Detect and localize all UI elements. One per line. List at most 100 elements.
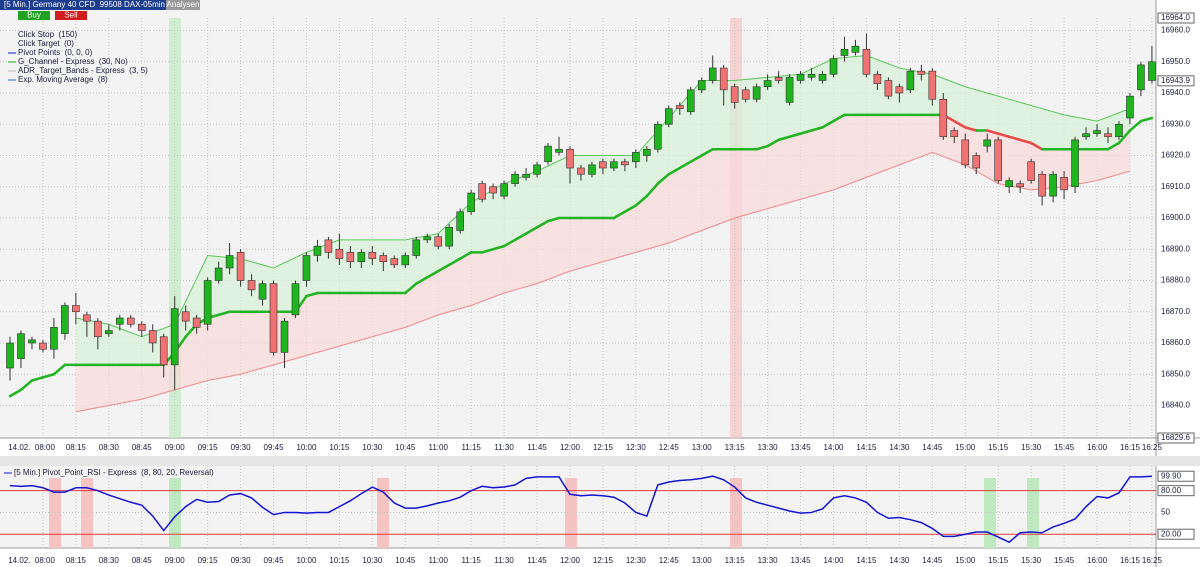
candle-body [697, 80, 706, 91]
candle-body [1071, 139, 1079, 188]
x-tick-label: 12:15 [593, 556, 614, 565]
candle-body [203, 280, 212, 325]
candle-body [434, 236, 443, 247]
buy-button[interactable] [18, 11, 50, 20]
candle-body [818, 73, 827, 81]
candle-body [6, 342, 14, 369]
candle-body [105, 330, 113, 334]
channel-segment [513, 232, 528, 242]
candle-body [675, 105, 684, 109]
legend-entry: Click Stop (150) [18, 30, 77, 39]
candle-body [1115, 123, 1123, 138]
candle-body [291, 283, 300, 316]
channel-segment [1106, 141, 1121, 151]
candle-body [654, 123, 662, 150]
channel-segment [1117, 129, 1132, 145]
candle-body [72, 305, 80, 313]
sell-button[interactable] [55, 11, 87, 20]
x-tick-label: 09:15 [198, 443, 219, 452]
candle-body [840, 48, 849, 56]
x-tick-label: 15:15 [988, 443, 1009, 452]
x-tick-label: 11:15 [461, 443, 481, 452]
x-tick-label: 13:00 [692, 443, 713, 452]
candle-body [1049, 173, 1057, 197]
candle-body [214, 267, 223, 281]
candle-body [489, 186, 497, 194]
channel-segment [30, 376, 45, 382]
x-tick-label: 08:30 [99, 556, 120, 565]
x-tick-label: 11:00 [429, 556, 449, 565]
x-tick-label: 11:15 [461, 556, 481, 565]
candle-body [884, 80, 893, 97]
x-tick-label: 15:00 [955, 556, 976, 565]
channel-segment [656, 173, 671, 185]
channel-segment [425, 269, 440, 279]
sell-label[interactable]: Sell [64, 11, 78, 20]
x-tick-label: 09:15 [198, 556, 219, 565]
buy-label[interactable]: Buy [27, 11, 41, 20]
candle-body [588, 164, 596, 175]
channel-segment [1007, 135, 1022, 142]
candle-body [643, 148, 651, 156]
y-tick-label: 16850.0 [1161, 369, 1190, 378]
x-tick-label: 12:15 [593, 443, 614, 452]
channel-segment [700, 148, 714, 157]
channel-segment [832, 113, 846, 123]
candle-body [324, 239, 333, 253]
y-tick-label: 80.00 [1161, 486, 1182, 495]
x-tick-label: 08:45 [132, 443, 153, 452]
candle-body [192, 317, 201, 328]
candle-body [862, 48, 871, 75]
channel-segment [436, 263, 451, 273]
candle-body [1016, 183, 1024, 188]
channel-segment [1018, 138, 1033, 145]
last-value-label: 16943.9 [1161, 76, 1190, 85]
legend-entry: Pivot Points (0, 0, 0) [18, 48, 93, 57]
x-tick-label: 14:30 [889, 556, 910, 565]
x-tick-label: 16:25 [1142, 443, 1163, 452]
x-tick-label: 10:30 [362, 443, 383, 452]
candle-body [412, 239, 421, 256]
analysen-button[interactable] [166, 0, 200, 10]
candle-body [17, 333, 25, 359]
y-tick-label: 16890.0 [1161, 244, 1190, 253]
tick-box [1157, 528, 1195, 540]
candle-body [983, 139, 992, 147]
candle-body [116, 317, 124, 325]
y-tick-label: 16880.0 [1161, 276, 1190, 285]
analysen-label[interactable]: Analysen [167, 0, 200, 9]
x-tick-label: 11:30 [494, 556, 514, 565]
candle-body [126, 317, 135, 325]
x-tick-label: 16:15 [1120, 443, 1141, 452]
band-fill [75, 114, 1130, 412]
candle-body [50, 327, 58, 350]
channel-segment [645, 182, 660, 198]
candle-body [1148, 61, 1156, 81]
signal-highlight [984, 478, 996, 548]
candle-body [467, 192, 475, 213]
candle-body [577, 167, 585, 175]
channel-segment [810, 126, 824, 132]
candle-body [621, 161, 629, 166]
candle-body [1027, 161, 1035, 181]
candle-body [379, 255, 388, 263]
x-tick-label: 11:45 [527, 556, 547, 565]
x-tick-label: 15:30 [1021, 556, 1042, 565]
channel-fill [75, 55, 1130, 365]
channel-segment [788, 132, 802, 138]
x-tick-label: 12:00 [560, 443, 581, 452]
channel-segment [491, 244, 506, 251]
candle-body [906, 70, 915, 91]
x-tick-label: 08:45 [132, 556, 153, 565]
candle-body [500, 183, 508, 197]
tick-box [1157, 432, 1195, 444]
candle-body [961, 139, 970, 166]
candle-body [94, 320, 102, 338]
channel-segment [404, 282, 418, 295]
y-tick-label: 50 [1161, 508, 1170, 517]
candle-body [632, 152, 640, 163]
candle-body [599, 161, 607, 169]
channel-segment [1139, 116, 1154, 123]
candle-body [950, 130, 959, 138]
